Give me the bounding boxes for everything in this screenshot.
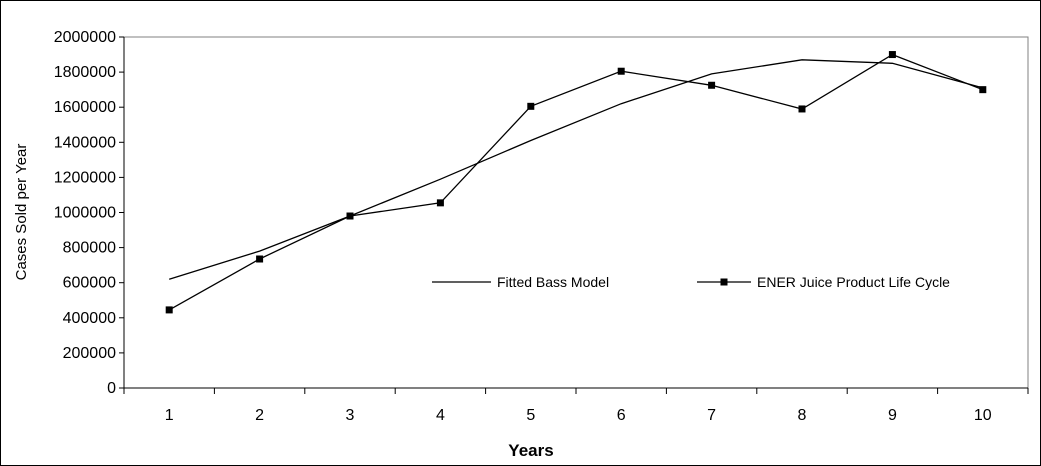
x-axis: 1 2 3 4 5 6 7 8 9 10 xyxy=(123,387,1029,424)
y-tick-label: 0 xyxy=(107,380,116,397)
y-tick-label: 1600000 xyxy=(54,99,116,116)
data-point xyxy=(798,105,806,113)
x-tick-label: 7 xyxy=(707,407,716,424)
series-2 xyxy=(165,51,987,314)
series-line xyxy=(169,59,983,280)
data-point xyxy=(979,86,987,94)
y-axis: 0 200000 400000 600000 800000 1000000 1200000 1… xyxy=(54,29,125,397)
x-tick-label: 2 xyxy=(255,407,264,424)
x-axis-title: Years xyxy=(508,441,553,460)
legend-item: Fitted Bass Model xyxy=(432,274,609,290)
legend-marker xyxy=(720,278,728,286)
legend-label: Fitted Bass Model xyxy=(497,274,609,290)
plot-area xyxy=(123,36,1029,389)
y-tick-label: 1000000 xyxy=(54,205,116,222)
x-tick-label: 8 xyxy=(798,407,807,424)
data-point xyxy=(527,102,535,110)
y-tick-label: 400000 xyxy=(63,310,116,327)
y-tick-label: 800000 xyxy=(63,240,116,257)
x-tick-label: 9 xyxy=(888,407,897,424)
y-tick-label: 600000 xyxy=(63,275,116,292)
x-tick-label: 6 xyxy=(617,407,626,424)
series-1 xyxy=(169,59,983,280)
y-tick-label: 2000000 xyxy=(54,29,116,46)
series-layer xyxy=(165,51,987,314)
x-tick-label: 1 xyxy=(165,407,174,424)
legend-item: ENER Juice Product Life Cycle xyxy=(697,274,950,290)
x-tick-label: 4 xyxy=(436,407,445,424)
x-tick-label: 3 xyxy=(346,407,355,424)
data-point xyxy=(708,81,716,89)
data-point xyxy=(888,51,896,59)
x-tick-label: 10 xyxy=(974,407,992,424)
y-tick-label: 1400000 xyxy=(54,134,116,151)
legend-label: ENER Juice Product Life Cycle xyxy=(757,274,950,290)
data-point xyxy=(617,67,625,75)
data-point xyxy=(165,306,173,314)
y-tick-label: 1800000 xyxy=(54,64,116,81)
y-tick-label: 200000 xyxy=(63,345,116,362)
data-point xyxy=(346,212,354,220)
data-point xyxy=(256,255,264,263)
y-axis-title: Cases Sold per Year xyxy=(13,144,30,281)
series-line xyxy=(168,53,984,311)
legend: Fitted Bass Model ENER Juice Product Life… xyxy=(432,274,950,290)
data-point xyxy=(436,199,444,207)
y-tick-label: 1200000 xyxy=(54,169,116,186)
x-tick-label: 5 xyxy=(526,407,535,424)
